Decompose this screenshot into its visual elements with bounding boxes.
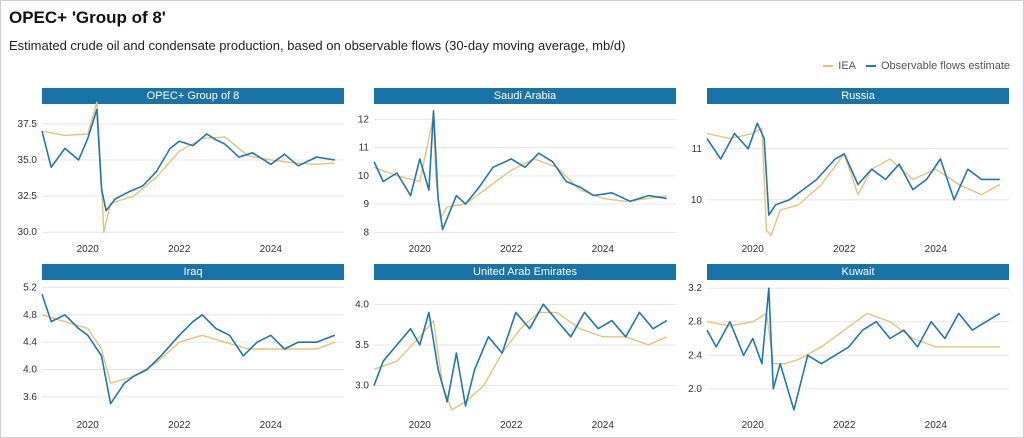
legend-swatch-iea (823, 65, 834, 67)
y-tick-label: 2.4 (688, 350, 702, 361)
series-line-iea (41, 101, 335, 233)
panel-kuwait: Kuwait 2.0 2.4 2.8 3.2 2020 2022 2024 (688, 264, 1009, 436)
y-tick-label: 35.0 (18, 155, 38, 166)
y-tick-label: 11 (359, 143, 370, 154)
y-tick-label: 3.0 (355, 381, 369, 392)
y-tick-label: 32.5 (18, 191, 38, 202)
chart-svg: 3.0 3.5 4.0 2020 2022 2024 (355, 299, 676, 431)
chart-svg: 10 11 2020 2022 2024 (691, 122, 1009, 255)
x-tick-label: 2022 (500, 420, 523, 431)
y-tick-label: 4.0 (355, 299, 369, 310)
panel-iraq: Iraq 3.6 4.0 4.4 4.8 5.2 2020 2022 2024 (23, 264, 344, 436)
series-line-observable (41, 294, 336, 405)
series-line-iea (41, 314, 336, 384)
x-tick-label: 2020 (742, 420, 765, 431)
x-tick-label: 2020 (77, 420, 100, 431)
x-tick-label: 2024 (592, 420, 615, 431)
y-tick-label: 9 (363, 199, 369, 210)
x-tick-label: 2020 (77, 244, 100, 255)
panel-title: Russia (707, 88, 1009, 104)
panel-saudi-arabia: Saudi Arabia 8 9 10 11 12 2020 2022 2024 (358, 88, 676, 260)
y-tick-label: 5.2 (23, 282, 37, 293)
panel-title: United Arab Emirates (374, 264, 676, 280)
x-tick-label: 2022 (168, 420, 191, 431)
panel-title: OPEC+ Group of 8 (42, 88, 344, 104)
y-tick-label: 37.5 (18, 119, 38, 130)
legend-label-iea: IEA (838, 60, 856, 72)
x-tick-label: 2020 (742, 244, 765, 255)
series-line-observable (706, 287, 1001, 411)
chart-subtitle: Estimated crude oil and condensate produ… (9, 38, 626, 53)
y-tick-label: 10 (691, 195, 703, 206)
x-tick-label: 2024 (925, 420, 948, 431)
chart-svg: 8 9 10 11 12 2020 2022 2024 (358, 110, 676, 255)
series-line-observable (41, 108, 335, 212)
legend: IEA Observable flows estimate (823, 60, 1010, 72)
series-line-iea (373, 115, 667, 219)
x-tick-label: 2022 (168, 244, 191, 255)
x-tick-label: 2024 (260, 244, 283, 255)
chart-svg: 3.6 4.0 4.4 4.8 5.2 2020 2022 2024 (23, 282, 344, 431)
y-tick-label: 12 (358, 114, 370, 125)
chart-title: OPEC+ 'Group of 8' (9, 8, 166, 27)
series-line-observable (706, 122, 1000, 216)
series-line-iea (706, 312, 1000, 365)
series-line-observable (373, 110, 667, 231)
y-tick-label: 3.6 (23, 392, 37, 403)
series-line-iea (373, 311, 668, 411)
series-line-iea (706, 127, 1001, 237)
y-tick-label: 8 (363, 227, 369, 238)
y-tick-label: 3.5 (355, 340, 369, 351)
panel-opec-group-of-8: OPEC+ Group of 8 30.0 32.5 35.0 37.5 2020 202… (18, 88, 344, 260)
legend-swatch-observable (866, 65, 876, 67)
y-tick-label: 10 (358, 171, 370, 182)
y-tick-label: 30.0 (18, 227, 38, 238)
chart-svg: 2.0 2.4 2.8 3.2 2020 2022 2024 (688, 283, 1009, 431)
x-tick-label: 2022 (833, 420, 856, 431)
panel-russia: Russia 10 11 2020 2022 2024 (691, 88, 1009, 260)
series-line-observable (373, 303, 668, 407)
panel-title: Saudi Arabia (374, 88, 676, 104)
y-tick-label: 11 (692, 144, 703, 155)
x-tick-label: 2022 (833, 244, 856, 255)
legend-item-iea: IEA (823, 60, 856, 72)
x-tick-label: 2020 (409, 244, 432, 255)
y-tick-label: 3.2 (688, 283, 702, 294)
panel-title: Kuwait (707, 264, 1009, 280)
panel-title: Iraq (42, 264, 344, 280)
legend-item-observable: Observable flows estimate (866, 60, 1010, 72)
x-tick-label: 2024 (925, 244, 948, 255)
y-tick-label: 4.0 (23, 365, 37, 376)
y-tick-label: 4.8 (23, 310, 37, 321)
x-tick-label: 2024 (592, 244, 615, 255)
x-tick-label: 2024 (260, 420, 283, 431)
chart-svg: 30.0 32.5 35.0 37.5 2020 2022 2024 (18, 101, 344, 255)
y-tick-label: 2.8 (688, 317, 702, 328)
legend-label-observable: Observable flows estimate (881, 60, 1010, 72)
y-tick-label: 4.4 (23, 337, 37, 348)
y-tick-label: 2.0 (688, 384, 702, 395)
x-tick-label: 2020 (409, 420, 432, 431)
x-tick-label: 2022 (500, 244, 523, 255)
panel-united-arab-emirates: United Arab Emirates 3.0 3.5 4.0 2020 2022 20… (355, 264, 676, 436)
